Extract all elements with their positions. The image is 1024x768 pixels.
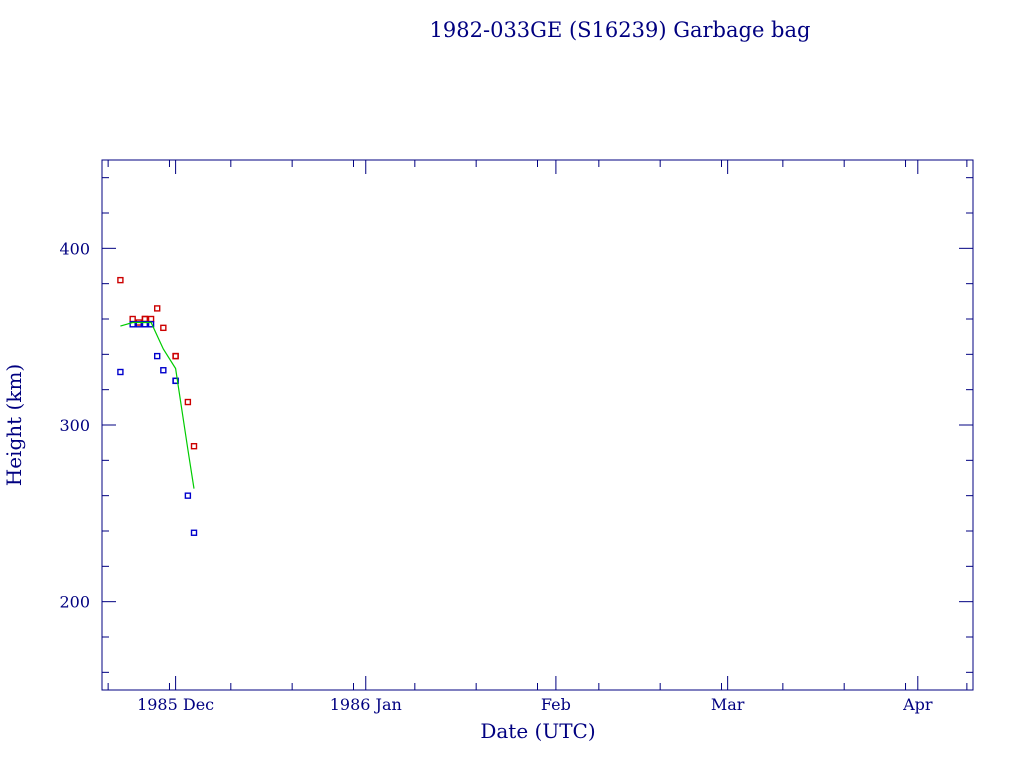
mean-line xyxy=(120,321,195,489)
y-axis-title: Height (km) xyxy=(2,364,26,486)
apogee-point xyxy=(147,315,155,323)
apogee-point xyxy=(160,324,167,332)
apogee-point xyxy=(184,398,192,406)
y-tick-label: 400 xyxy=(59,239,90,258)
apogee-point xyxy=(117,276,124,284)
tick-labels: 200 300 400 1985 Dec 1986 Jan Feb Mar Apr xyxy=(59,239,932,714)
y-tick-label: 300 xyxy=(59,416,90,435)
perigee-point xyxy=(190,529,198,536)
x-tick-label: 1985 Dec xyxy=(137,695,214,714)
perigee-point xyxy=(184,492,192,499)
x-tick-label: Apr xyxy=(902,695,933,714)
apogee-point xyxy=(129,315,136,323)
plot-frame xyxy=(101,159,974,691)
apogee-point xyxy=(172,352,179,360)
data-marks xyxy=(117,276,198,536)
perigee-point xyxy=(154,352,161,360)
x-axis-title: Date (UTC) xyxy=(480,719,595,743)
x-tick-label: Mar xyxy=(711,695,745,714)
apogee-point xyxy=(190,443,198,450)
apogee-point xyxy=(154,305,161,312)
y-tick-label: 200 xyxy=(59,593,90,612)
apogee-point xyxy=(141,315,149,323)
apogee-point xyxy=(172,352,179,360)
perigee-point xyxy=(172,377,179,385)
chart-title: 1982-033GE (S16239) Garbage bag xyxy=(430,18,811,42)
perigee-point xyxy=(160,367,167,374)
perigee-point xyxy=(147,321,155,328)
perigee-point xyxy=(117,368,124,376)
perigee-point xyxy=(141,321,149,328)
perigee-point xyxy=(129,321,136,328)
x-tick-label: Feb xyxy=(541,695,571,714)
axis-ticks xyxy=(102,160,973,690)
perigee-point xyxy=(135,321,143,328)
x-tick-label: 1986 Jan xyxy=(330,695,402,714)
apogee-point xyxy=(141,315,149,323)
